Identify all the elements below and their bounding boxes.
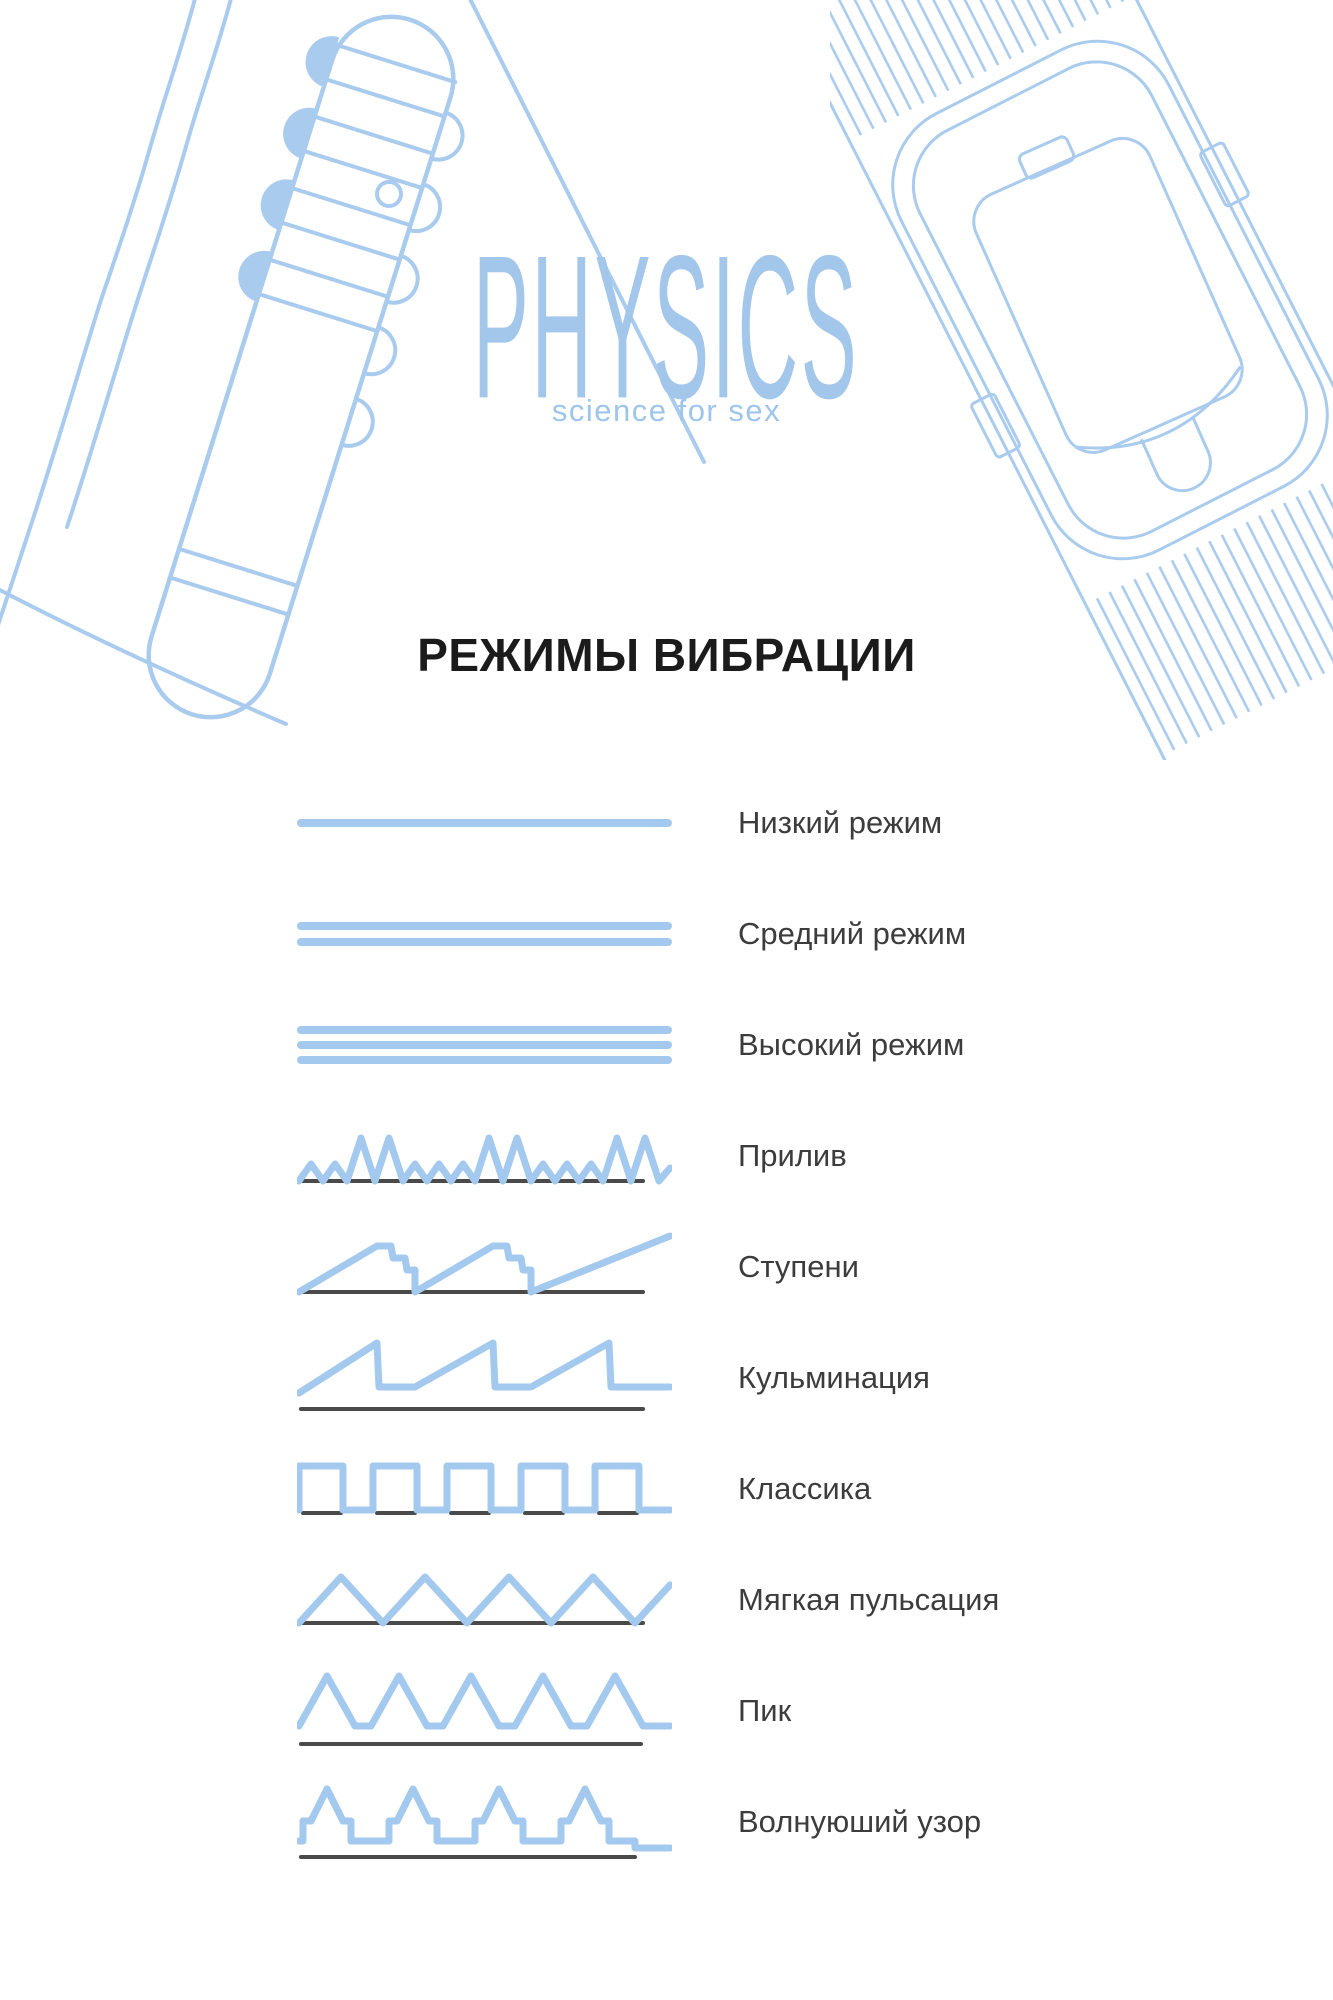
waveform-square-wave-icon xyxy=(297,1462,672,1515)
mode-row-steps: Ступени xyxy=(297,1211,1297,1322)
cord-loop-detail xyxy=(375,180,403,208)
mode-row-high: Высокий режим xyxy=(297,989,1297,1100)
bead-1 xyxy=(305,36,340,87)
brand-logo: PHYSICS xyxy=(0,213,1333,442)
brand-tagline: science for sex xyxy=(551,393,782,428)
mode-row-classic: Классика xyxy=(297,1433,1297,1544)
page-title: РЕЖИМЫ ВИБРАЦИИ xyxy=(417,629,916,681)
mode-row-peak: Пик xyxy=(297,1655,1297,1766)
waveform-soft-triangles-icon xyxy=(297,1573,672,1626)
right-tab xyxy=(1199,141,1250,208)
mode-row-soft-pulse: Мягкая пульсация xyxy=(297,1544,1297,1655)
waveform-sawtooth-icon xyxy=(297,1339,672,1411)
mode-label: Классика xyxy=(738,1470,872,1506)
brand-logo-text: PHYSICS xyxy=(473,213,860,442)
waveform-castle-pattern-icon xyxy=(297,1785,672,1859)
waveform-triple-line-icon xyxy=(297,1025,672,1064)
mode-row-culmination: Кульминация xyxy=(297,1322,1297,1433)
mode-row-low: Низкий режим xyxy=(297,767,1297,878)
vibration-modes-list: Низкий режим Средний режим Высокий режим… xyxy=(297,767,1297,1877)
mode-label: Прилив xyxy=(738,1137,847,1173)
waveform-double-line-icon xyxy=(297,921,672,946)
mode-label: Низкий режим xyxy=(738,804,943,840)
waveform-mixed-peaks-icon xyxy=(297,1134,672,1184)
bottom-strap-hatching xyxy=(1087,459,1333,755)
waveform-ramp-steps-icon xyxy=(297,1232,672,1295)
waveform-peaks-icon xyxy=(297,1672,672,1746)
mode-label: Средний режим xyxy=(738,915,967,951)
mode-label: Мягкая пульсация xyxy=(738,1581,1000,1617)
bead-3 xyxy=(260,179,295,231)
battery-nub xyxy=(1017,135,1076,180)
mode-label: Пик xyxy=(738,1692,792,1728)
mode-row-medium: Средний режим xyxy=(297,878,1297,989)
bead-2 xyxy=(283,107,317,159)
mode-label: Высокий режим xyxy=(738,1026,965,1062)
mode-label: Волнуюший узор xyxy=(738,1803,982,1839)
mode-label: Кульминация xyxy=(738,1359,930,1395)
mode-row-exciting-pattern: Волнуюший узор xyxy=(297,1766,1297,1877)
mode-row-tide: Прилив xyxy=(297,1100,1297,1211)
top-strap-hatching xyxy=(830,0,1133,141)
waveform-single-line-icon xyxy=(297,818,672,827)
mode-label: Ступени xyxy=(738,1248,859,1284)
